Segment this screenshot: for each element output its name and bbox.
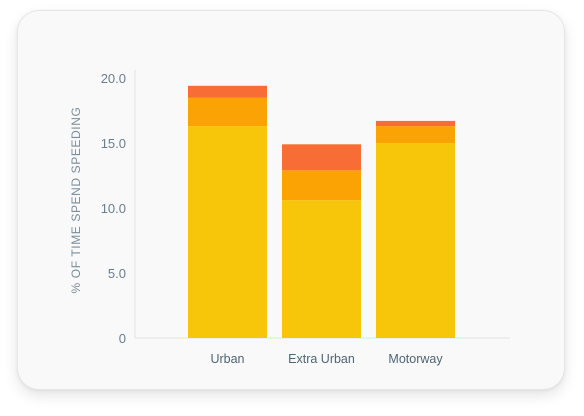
- bar-segment-3: [188, 85, 267, 98]
- y-tick-label: 5.0: [108, 266, 126, 281]
- bar-segment-1: [376, 143, 455, 338]
- y-tick-label: 10.0: [101, 201, 126, 216]
- y-axis-title: % OF TIME SPEND SPEEDING: [69, 107, 83, 294]
- bar-segment-3: [376, 120, 455, 127]
- x-category-label: Urban: [210, 352, 244, 366]
- bar-segment-2: [376, 126, 455, 143]
- x-category-label: Extra Urban: [288, 352, 355, 366]
- y-tick-label: 15.0: [101, 136, 126, 151]
- y-tick-label: 0: [119, 331, 126, 346]
- y-tick-label: 20.0: [101, 71, 126, 86]
- bar-segment-2: [188, 97, 267, 127]
- x-category-label: Motorway: [388, 352, 443, 366]
- bar-segment-2: [282, 170, 361, 201]
- bar-segment-1: [188, 126, 267, 338]
- bar-segment-3: [282, 144, 361, 171]
- bar-segment-1: [282, 200, 361, 338]
